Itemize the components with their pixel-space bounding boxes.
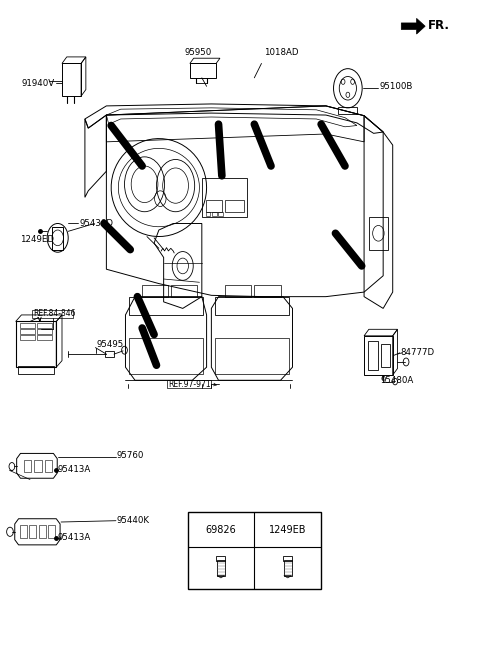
Bar — [24, 460, 32, 472]
Bar — [254, 285, 281, 297]
Bar — [52, 227, 63, 250]
Bar — [62, 64, 81, 96]
Bar — [225, 285, 251, 297]
Text: 95413A: 95413A — [58, 533, 91, 543]
Text: 84777D: 84777D — [401, 348, 435, 358]
Bar — [106, 351, 114, 358]
Bar — [364, 336, 393, 375]
Bar — [37, 329, 52, 334]
Bar — [215, 338, 289, 374]
Bar — [20, 329, 35, 334]
Text: 95950: 95950 — [184, 49, 212, 58]
Bar — [284, 560, 291, 575]
Bar — [34, 460, 42, 472]
Bar — [18, 366, 54, 374]
Bar — [171, 285, 197, 297]
Text: 69826: 69826 — [205, 525, 236, 535]
Text: 91940V: 91940V — [22, 79, 55, 87]
Bar — [218, 212, 223, 216]
Text: 95100B: 95100B — [380, 82, 413, 91]
Bar — [129, 338, 203, 374]
Bar — [188, 512, 321, 589]
Bar — [205, 212, 210, 216]
Text: REF.84-846: REF.84-846 — [34, 309, 76, 318]
Bar — [283, 556, 292, 561]
Bar — [142, 285, 168, 297]
Bar — [38, 525, 46, 539]
Polygon shape — [401, 18, 425, 34]
Text: 95480A: 95480A — [381, 376, 414, 385]
Text: 95495: 95495 — [97, 340, 124, 349]
Bar — [20, 335, 35, 340]
Bar — [369, 217, 388, 250]
Text: 95440K: 95440K — [117, 516, 150, 525]
Text: 1249ED: 1249ED — [21, 236, 54, 244]
Bar — [217, 560, 225, 575]
Bar — [48, 525, 55, 539]
Text: 95430D: 95430D — [79, 219, 113, 228]
Bar — [29, 525, 36, 539]
Bar — [129, 297, 203, 315]
Bar — [215, 297, 289, 315]
Bar — [368, 341, 378, 370]
Bar — [338, 106, 358, 114]
Bar — [20, 323, 35, 328]
Bar — [205, 200, 222, 212]
Bar — [225, 200, 244, 212]
Text: 95760: 95760 — [117, 451, 144, 460]
Bar — [33, 310, 73, 318]
Bar — [168, 380, 211, 388]
Bar — [16, 321, 56, 367]
Bar — [381, 344, 390, 367]
Bar — [202, 178, 247, 217]
Text: 95413A: 95413A — [58, 465, 91, 474]
Text: 1249EB: 1249EB — [269, 525, 306, 535]
Bar — [37, 323, 52, 328]
Bar — [190, 64, 216, 78]
Text: FR.: FR. — [428, 19, 450, 32]
Bar — [212, 212, 216, 216]
Bar — [216, 556, 226, 561]
Text: 1018AD: 1018AD — [264, 49, 299, 58]
Text: REF.97-971: REF.97-971 — [168, 380, 211, 388]
Bar — [45, 460, 52, 472]
Bar — [20, 525, 27, 539]
Bar — [37, 335, 52, 340]
